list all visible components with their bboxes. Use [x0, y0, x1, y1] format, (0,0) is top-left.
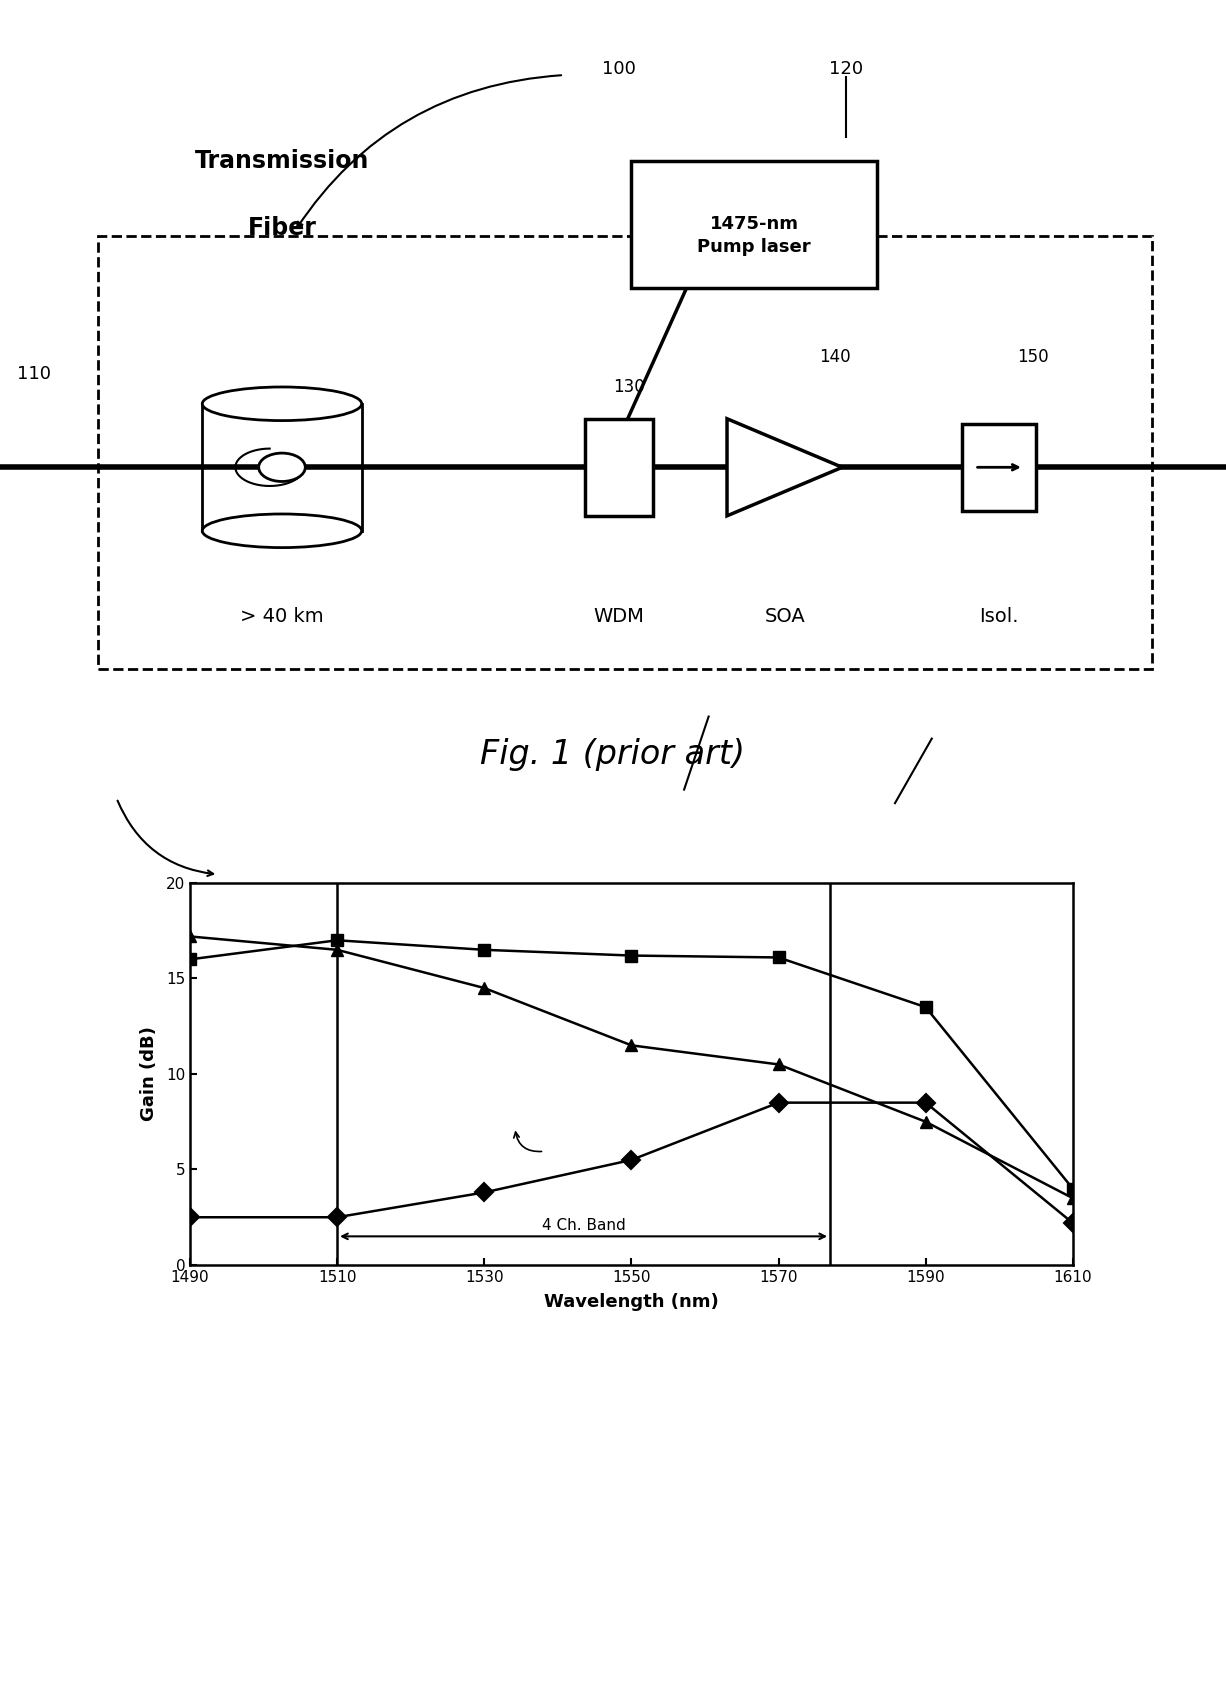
Ellipse shape — [202, 387, 362, 421]
Text: 4 Ch. Band: 4 Ch. Band — [542, 1217, 625, 1233]
Text: 130: 130 — [613, 379, 645, 396]
Ellipse shape — [202, 514, 362, 547]
Y-axis label: Gain (dB): Gain (dB) — [140, 1027, 158, 1121]
Text: 140: 140 — [819, 348, 851, 367]
Text: 120: 120 — [829, 59, 863, 78]
Text: WDM: WDM — [593, 608, 645, 627]
Bar — [962, 424, 1036, 511]
Text: SOA: SOA — [764, 608, 805, 627]
Text: 1475-nm
Pump laser: 1475-nm Pump laser — [698, 214, 810, 256]
Text: Fig. 1 (prior art): Fig. 1 (prior art) — [481, 739, 745, 771]
Bar — [631, 161, 877, 289]
Ellipse shape — [259, 453, 305, 482]
Text: 100: 100 — [602, 59, 636, 78]
Polygon shape — [727, 419, 842, 516]
Text: 150: 150 — [1018, 348, 1049, 367]
Text: Fiber: Fiber — [248, 216, 316, 239]
Text: 110: 110 — [17, 365, 51, 384]
Bar — [585, 419, 653, 516]
Bar — [202, 404, 362, 531]
X-axis label: Wavelength (nm): Wavelength (nm) — [544, 1294, 718, 1311]
Text: > 40 km: > 40 km — [240, 608, 324, 627]
Text: Transmission: Transmission — [195, 149, 369, 173]
Text: Isol.: Isol. — [980, 608, 1019, 627]
